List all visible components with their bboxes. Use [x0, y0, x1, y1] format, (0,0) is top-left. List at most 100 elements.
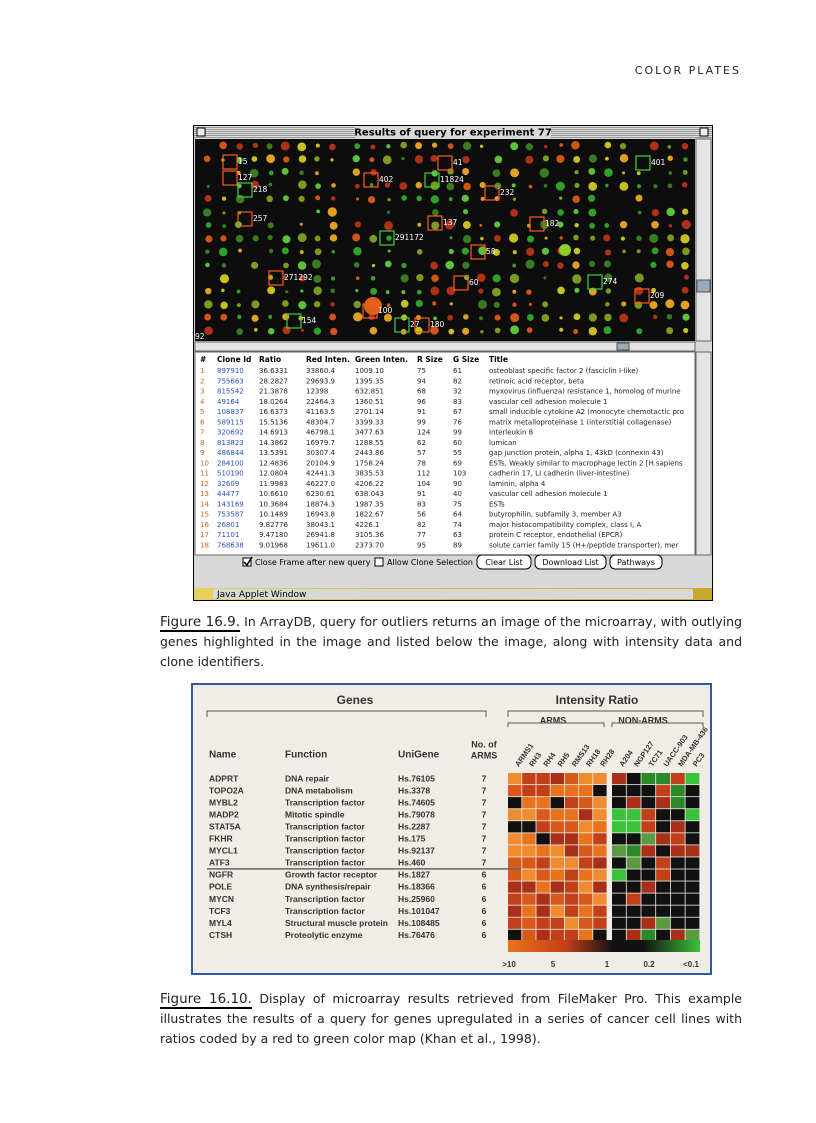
table-cell: 486844 — [217, 449, 244, 457]
table-scrollbar[interactable] — [695, 351, 712, 556]
spot — [447, 143, 454, 149]
spot — [479, 316, 483, 321]
heatmap-cell — [579, 857, 593, 869]
checkbox[interactable] — [374, 557, 384, 567]
spot — [509, 273, 520, 284]
heatmap-cell — [579, 881, 593, 893]
table-cell: 90 — [453, 480, 462, 488]
heatmap-cell — [612, 929, 626, 941]
heatmap-cell — [670, 881, 685, 893]
button[interactable] — [476, 554, 532, 570]
v-scrollbar[interactable] — [695, 138, 712, 342]
table-cell: 4 — [200, 398, 205, 406]
close-box[interactable] — [196, 127, 206, 137]
spot — [573, 156, 581, 163]
heatmap-cell — [670, 905, 685, 917]
heatmap-cell — [656, 917, 670, 929]
table-cell: 3835.53 — [355, 470, 384, 478]
heatmap-cell — [612, 893, 626, 905]
button[interactable] — [534, 554, 607, 570]
spot — [353, 300, 361, 309]
heatmap-cell — [670, 797, 685, 809]
spot — [416, 289, 422, 295]
heatmap-cell — [593, 785, 607, 797]
gene-cell: 7 — [482, 834, 487, 844]
gene-cell: 7 — [482, 773, 487, 783]
h-scroll-thumb[interactable] — [616, 342, 630, 351]
clone-table: # Clone Id Ratio Red Inten. Green Inten. R Si… — [200, 355, 684, 549]
spot — [369, 234, 378, 243]
table-cell: 38043.1 — [306, 521, 335, 529]
spot — [387, 249, 391, 253]
gene-cell: Growth factor receptor — [285, 870, 378, 880]
spot — [649, 233, 659, 243]
heatmap-cell — [612, 857, 626, 869]
spot — [401, 156, 405, 161]
spot — [383, 313, 393, 322]
heatmap-cell — [626, 809, 641, 821]
table-cell: gap junction protein, alpha 1, 43kD (con… — [489, 449, 664, 457]
table-cell: 55 — [453, 449, 462, 457]
table-cell: 9 — [200, 449, 204, 457]
spot — [315, 195, 321, 201]
spot — [604, 249, 612, 256]
table-cell: 63 — [453, 531, 462, 539]
table-cell: 74 — [453, 521, 462, 529]
table-cell: 768638 — [217, 541, 244, 549]
heatmap-cell — [593, 809, 607, 821]
button[interactable] — [609, 554, 663, 570]
column-header: Red Inten. — [306, 355, 350, 364]
spot — [573, 329, 579, 335]
spot — [369, 183, 374, 187]
table-cell: 9.82776 — [259, 521, 288, 529]
zoom-box[interactable] — [699, 127, 709, 137]
gene-cell: 7 — [482, 858, 487, 868]
gene-cell: 6 — [482, 882, 487, 892]
highlight-box — [453, 275, 469, 291]
spot — [283, 275, 287, 279]
heatmap-cell — [550, 929, 564, 941]
heatmap-cell — [536, 821, 550, 833]
gene-cell: Hs.18366 — [398, 882, 435, 892]
heatmap-cell — [593, 869, 607, 881]
heatmap-cell — [579, 893, 593, 905]
button-label: Pathways — [617, 558, 655, 567]
spot — [462, 327, 470, 335]
gene-cell: Transcription factor — [285, 858, 366, 868]
table-area — [194, 351, 696, 556]
spot — [269, 248, 274, 254]
table-cell: 32609 — [217, 480, 239, 488]
highlight-box — [394, 317, 410, 333]
spot — [432, 301, 437, 306]
spot — [266, 154, 276, 164]
spot-label: 291172 — [395, 233, 424, 242]
heatmap-cell — [626, 821, 641, 833]
spot — [329, 313, 337, 321]
spot — [636, 184, 642, 189]
button-label: Clear List — [485, 558, 522, 567]
spot — [219, 274, 230, 284]
spot — [622, 171, 626, 175]
table-cell: 8 — [200, 439, 204, 447]
controls: Close Frame after new query Allow Clone S… — [242, 554, 663, 570]
spot — [620, 236, 625, 241]
spot — [367, 196, 376, 204]
spot — [476, 273, 486, 283]
spot — [251, 300, 260, 309]
scroll-thumb[interactable] — [696, 279, 711, 293]
spot — [512, 197, 517, 201]
spot — [313, 274, 322, 283]
heatmap-cell — [579, 797, 593, 809]
heatmap-cell — [656, 773, 670, 785]
h-scrollbar[interactable] — [194, 341, 696, 352]
highlight-box — [363, 172, 379, 188]
table-cell: 6 — [200, 418, 205, 426]
spot — [267, 222, 274, 229]
highlight-box — [424, 172, 440, 188]
color-scale — [508, 940, 700, 952]
table-cell: 10.1489 — [259, 511, 288, 519]
heatmap-cell — [656, 869, 670, 881]
spot — [251, 314, 259, 322]
spot — [492, 274, 501, 283]
spot — [619, 143, 627, 150]
